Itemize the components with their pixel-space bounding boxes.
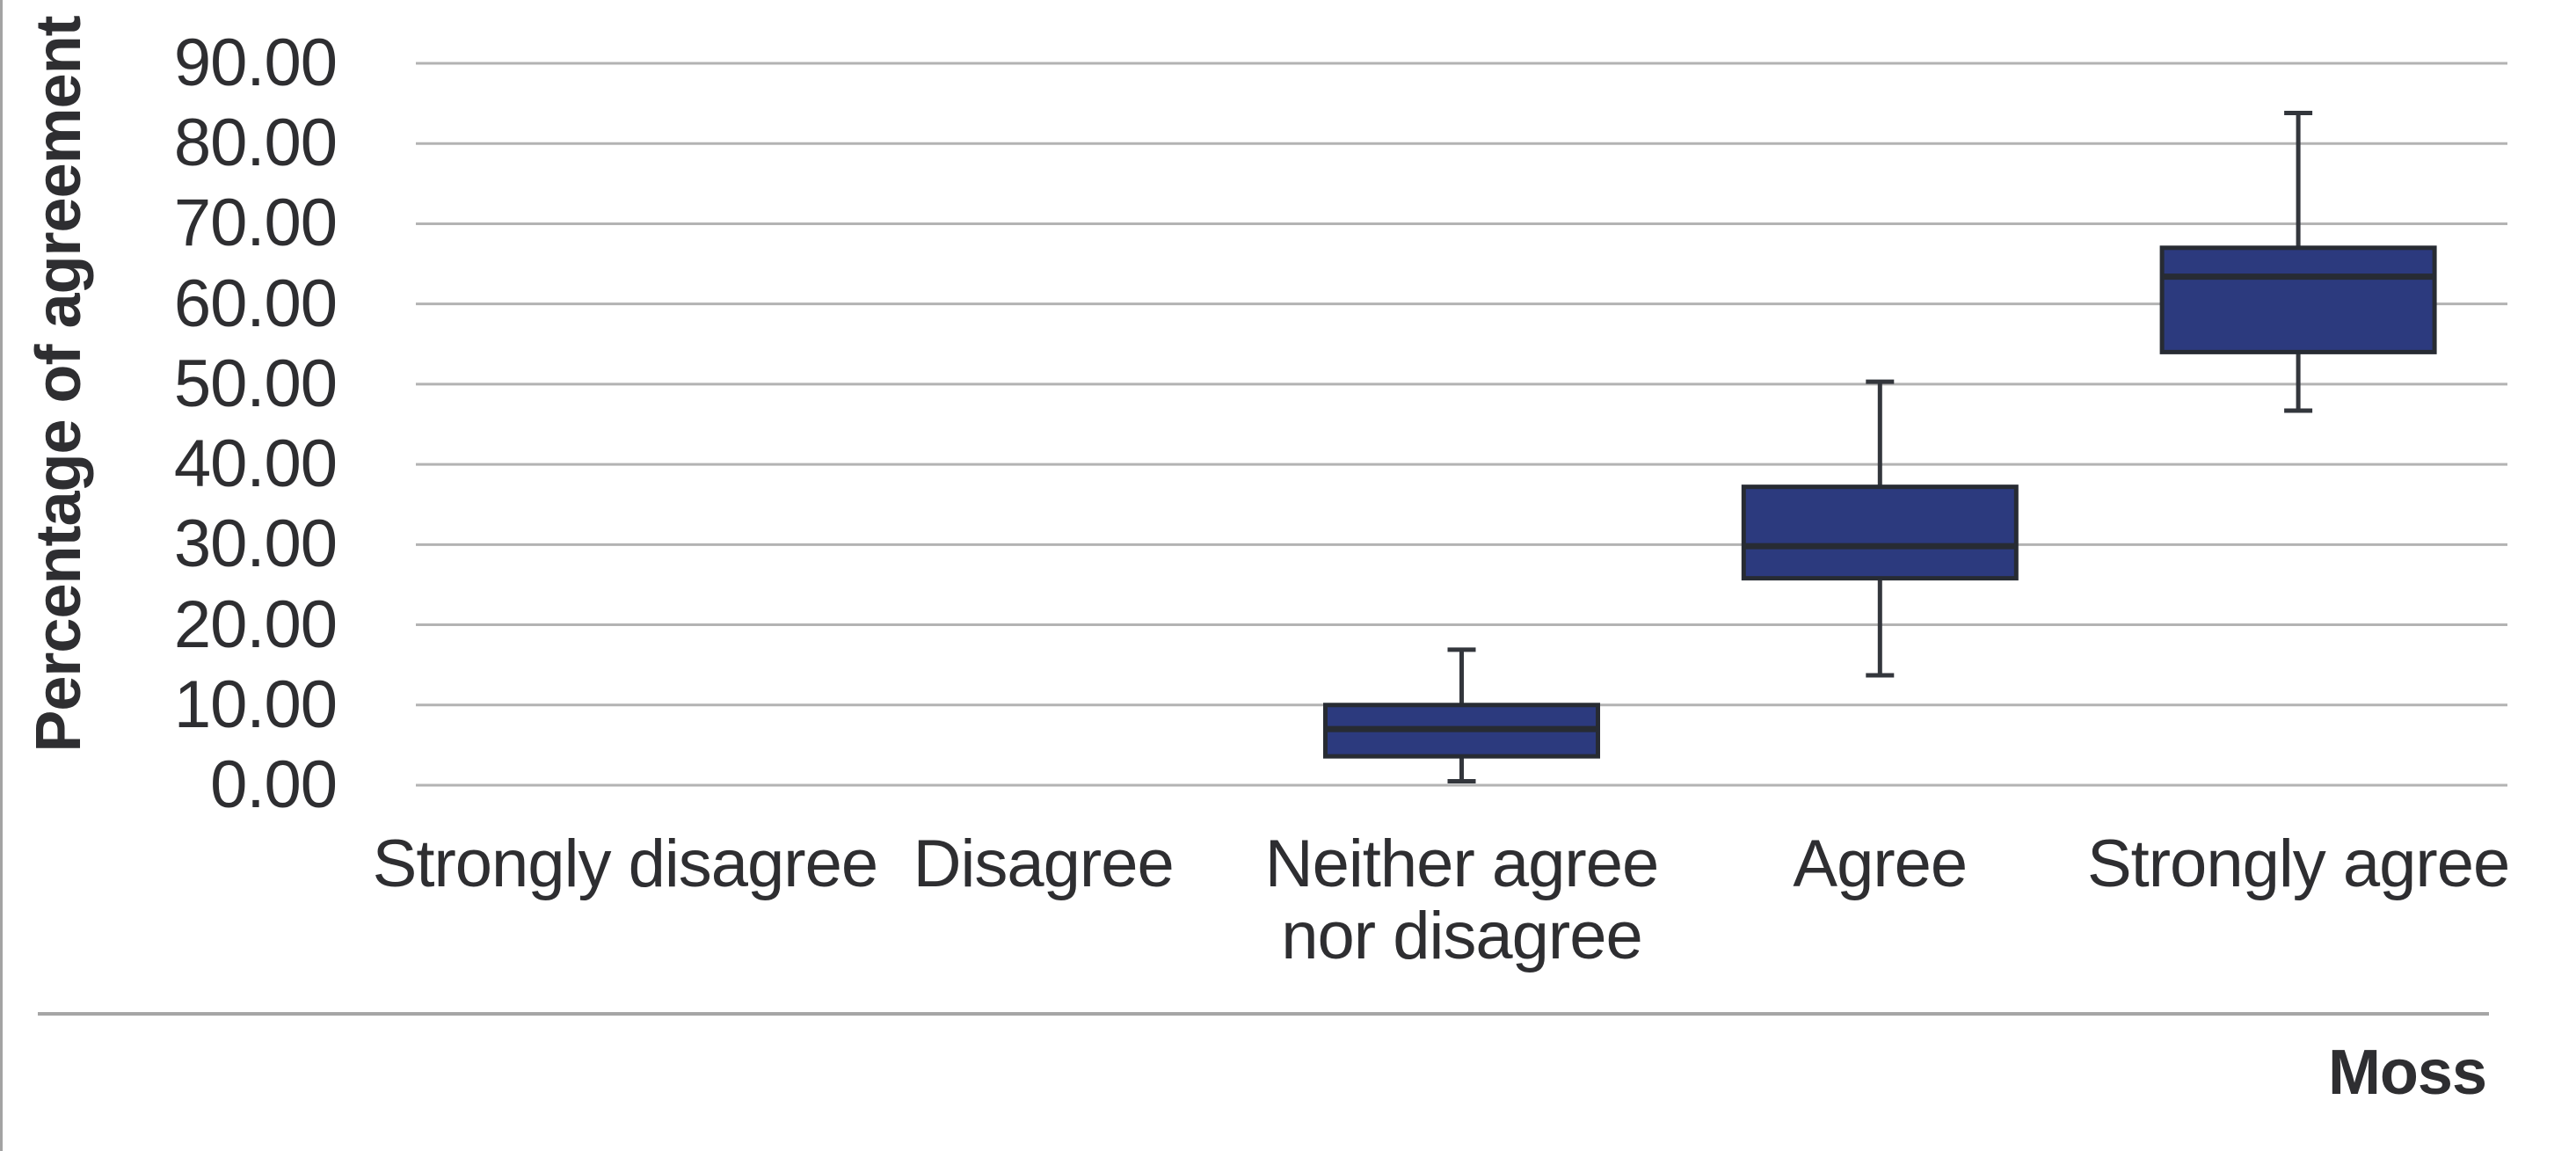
screenshot-left-border bbox=[0, 0, 3, 1151]
x-category-label: Disagree bbox=[913, 827, 1175, 901]
x-category-label: Agree bbox=[1793, 827, 1968, 901]
y-tick-label: 40.00 bbox=[173, 426, 338, 502]
y-tick-label: 50.00 bbox=[173, 346, 338, 421]
x-axis-group-label: Moss bbox=[2327, 1038, 2487, 1108]
iqr-box bbox=[2159, 245, 2437, 354]
y-tick-label: 70.00 bbox=[173, 186, 338, 261]
y-tick-label: 30.00 bbox=[173, 506, 338, 582]
y-tick-label: 80.00 bbox=[173, 106, 338, 181]
y-tick-label: 0.00 bbox=[210, 747, 338, 822]
y-tick-label: 90.00 bbox=[173, 25, 338, 100]
iqr-box bbox=[1741, 484, 2019, 581]
y-tick-label: 10.00 bbox=[173, 667, 338, 742]
x-category-label: Strongly disagree bbox=[372, 827, 878, 901]
x-category-label: Strongly agree bbox=[2086, 827, 2510, 901]
x-category-label: Neither agree nor disagree bbox=[1264, 827, 1660, 973]
y-tick-label: 20.00 bbox=[173, 586, 338, 662]
axis-divider-line bbox=[38, 1012, 2489, 1016]
y-tick-label: 60.00 bbox=[173, 266, 338, 341]
